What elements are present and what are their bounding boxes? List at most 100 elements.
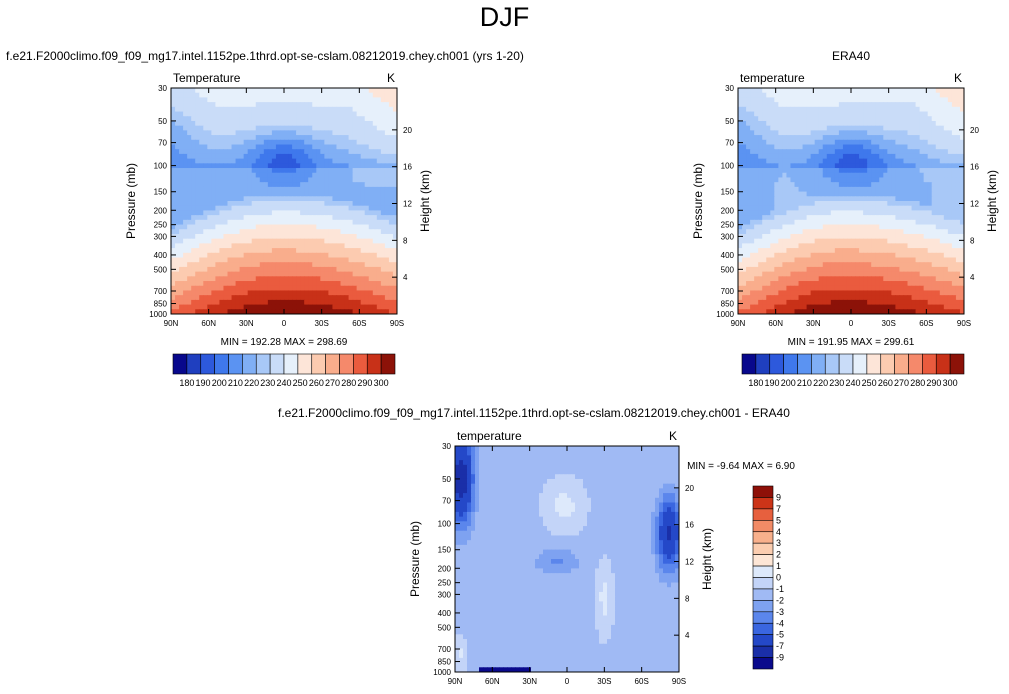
contour-cell xyxy=(859,116,864,122)
contour-cell xyxy=(288,177,293,183)
contour-cell xyxy=(778,266,783,273)
contour-cell xyxy=(239,130,245,136)
contour-cell xyxy=(332,229,338,235)
contour-cell xyxy=(927,125,933,131)
contour-cell xyxy=(352,191,358,197)
contour-cell xyxy=(227,97,233,103)
contour-cell xyxy=(806,144,812,150)
contour-cell xyxy=(838,135,844,141)
contour-cell xyxy=(935,219,941,226)
x-tick-label: 30N xyxy=(239,319,254,328)
contour-cell xyxy=(284,186,289,193)
contour-cell xyxy=(931,163,937,169)
contour-cell xyxy=(859,233,864,240)
contour-cell xyxy=(300,215,305,221)
contour-cell xyxy=(891,233,896,240)
contour-cell xyxy=(384,158,390,164)
contour-cell xyxy=(762,130,767,136)
contour-cell xyxy=(215,116,221,122)
contour-cell xyxy=(227,191,233,197)
contour-cell xyxy=(183,196,188,202)
contour-cell xyxy=(814,191,820,197)
contour-cell xyxy=(175,120,180,127)
contour-cell xyxy=(911,149,917,155)
contour-cell xyxy=(368,125,374,131)
contour-cell xyxy=(308,262,313,268)
contour-cell xyxy=(251,271,257,277)
contour-cell xyxy=(243,196,249,202)
contour-cell xyxy=(263,172,269,179)
contour-cell xyxy=(786,111,792,117)
contour-cell xyxy=(275,191,281,197)
contour-cell xyxy=(875,196,880,202)
contour-cell xyxy=(863,262,868,268)
contour-cell xyxy=(790,125,796,131)
contour-cell xyxy=(951,158,957,164)
contour-cell xyxy=(838,149,844,155)
contour-cell xyxy=(846,172,852,179)
contour-cell xyxy=(360,106,366,113)
contour-cell xyxy=(312,182,317,188)
contour-cell xyxy=(899,210,905,216)
colorbar-label: 290 xyxy=(357,378,372,388)
contour-cell xyxy=(275,281,281,287)
contour-cell xyxy=(211,177,216,183)
contour-cell xyxy=(372,163,378,169)
contour-cell xyxy=(271,135,277,141)
contour-cell xyxy=(927,233,933,240)
contour-cell xyxy=(183,144,188,150)
contour-cell xyxy=(199,102,204,108)
contour-cell xyxy=(855,248,860,254)
contour-cell xyxy=(943,106,949,113)
contour-cell xyxy=(292,158,297,164)
contour-cell xyxy=(806,257,812,263)
contour-cell xyxy=(879,135,884,141)
contour-cell xyxy=(352,196,358,202)
contour-cell xyxy=(802,210,808,216)
contour-cell xyxy=(806,102,812,108)
contour-cell xyxy=(794,149,800,155)
contour-cell xyxy=(223,210,229,216)
contour-cell xyxy=(782,182,788,188)
contour-cell xyxy=(738,97,743,103)
contour-cell xyxy=(175,281,180,287)
contour-cell xyxy=(215,304,221,310)
contour-cell xyxy=(195,290,200,296)
contour-cell xyxy=(284,163,289,169)
contour-cell xyxy=(903,219,909,226)
contour-cell xyxy=(187,177,192,183)
contour-cell xyxy=(855,196,860,202)
contour-cell xyxy=(802,229,808,235)
contour-cell xyxy=(742,219,747,226)
contour-cell xyxy=(320,102,325,108)
contour-cell xyxy=(255,257,261,263)
contour-cell xyxy=(203,243,208,249)
contour-cell xyxy=(247,233,253,240)
contour-cell xyxy=(774,233,779,240)
contour-cell xyxy=(855,243,860,249)
contour-cell xyxy=(899,248,905,254)
contour-cell xyxy=(822,201,828,207)
contour-cell xyxy=(923,196,929,202)
contour-cell xyxy=(247,153,253,160)
contour-cell xyxy=(199,210,204,216)
contour-cell xyxy=(750,229,755,235)
contour-cell xyxy=(903,88,909,94)
contour-cell xyxy=(336,309,342,314)
colorbar-swatch xyxy=(200,353,215,375)
contour-cell xyxy=(227,144,233,150)
contour-cell xyxy=(292,144,297,150)
y-tick-label: 100 xyxy=(154,162,168,171)
contour-cell xyxy=(332,224,338,230)
contour-cell xyxy=(750,266,755,273)
contour-cell xyxy=(770,215,775,221)
contour-cell xyxy=(320,271,325,277)
contour-cell xyxy=(919,149,925,155)
contour-cell xyxy=(867,229,872,235)
contour-cell xyxy=(388,219,394,226)
contour-cell xyxy=(352,97,358,103)
contour-cell xyxy=(275,172,281,179)
contour-cell xyxy=(758,102,763,108)
contour-cell xyxy=(275,248,281,254)
contour-cell xyxy=(943,158,949,164)
